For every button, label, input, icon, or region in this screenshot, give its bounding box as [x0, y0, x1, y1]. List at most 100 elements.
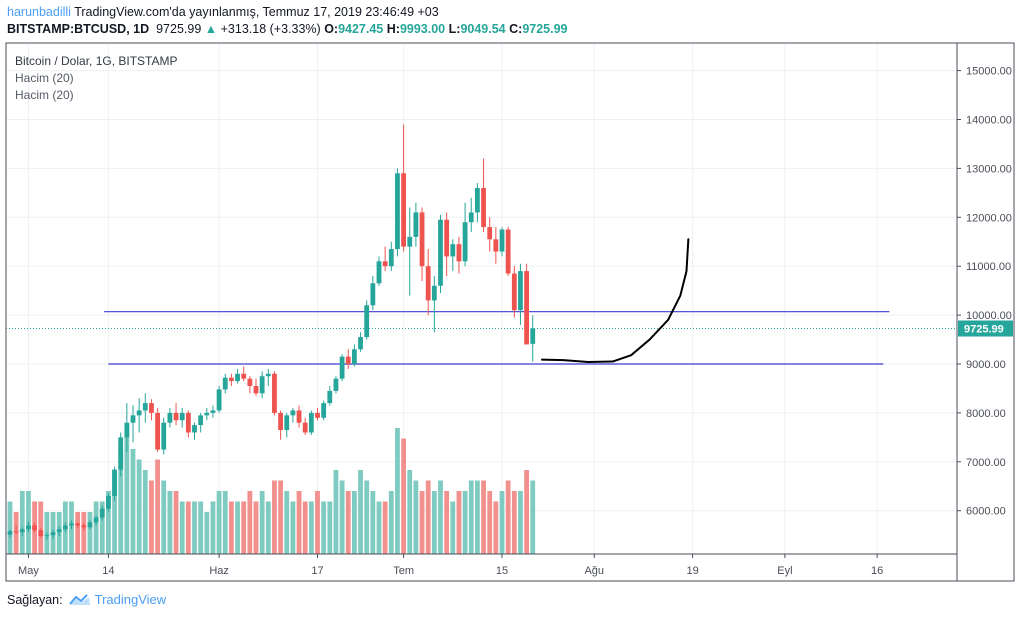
candle-body	[26, 525, 31, 530]
volume-bar	[327, 501, 333, 554]
symbol-label: BITSTAMP:BTCUSD, 1D	[7, 22, 150, 36]
candle-body	[284, 415, 290, 431]
volume-bar	[204, 512, 210, 554]
y-tick-label: 10000.00	[966, 310, 1012, 322]
candle-body	[333, 378, 339, 391]
volume-bar	[431, 491, 437, 554]
candle-body	[444, 219, 450, 257]
candle-body	[315, 412, 320, 418]
volume-bar	[493, 501, 499, 554]
candle-body	[142, 403, 148, 411]
candle-body	[185, 412, 191, 433]
volume-bar	[499, 491, 505, 554]
volume-bar	[124, 428, 130, 554]
volume-bar	[38, 501, 44, 554]
author-name[interactable]: harunbadilli	[7, 5, 71, 19]
volume-bar	[155, 459, 160, 554]
candle-body	[302, 422, 308, 433]
y-tick-label: 12000.00	[966, 212, 1012, 224]
volume-bar	[302, 501, 308, 554]
volume-bar	[395, 428, 400, 554]
candle-body	[155, 412, 160, 450]
candle-body	[425, 266, 431, 301]
candle-body	[112, 469, 117, 497]
candle-body	[210, 410, 216, 413]
candle-body	[62, 525, 68, 530]
open-value: 9427.45	[338, 22, 384, 36]
volume-bar	[413, 480, 419, 554]
x-tick-label: May	[18, 565, 39, 577]
candle-body	[401, 173, 406, 247]
freehand-drawing	[540, 238, 690, 364]
candle-body	[38, 530, 44, 537]
candle-body	[450, 244, 456, 257]
volume-bar	[450, 501, 456, 554]
publish-info: harunbadilli TradingView.com'da yayınlan…	[7, 5, 439, 19]
tradingview-link[interactable]: TradingView	[94, 592, 167, 607]
volume-bar	[106, 491, 111, 554]
candle-body	[149, 403, 154, 413]
candle-body	[44, 535, 50, 537]
symbol-quote: BITSTAMP:BTCUSD, 1D 9725.99 ▲ +313.18 (+…	[7, 22, 568, 36]
candle-body	[69, 523, 74, 526]
candle-body	[456, 244, 462, 262]
volume-bar	[185, 501, 191, 554]
volume-bar	[524, 470, 529, 554]
footer: Sağlayan: TradingView	[7, 592, 166, 607]
volume-bar	[247, 491, 253, 554]
low-label: L:	[448, 22, 461, 36]
volume-bar	[142, 470, 148, 554]
y-tick-label: 8000.00	[966, 408, 1006, 420]
close-label: C:	[509, 22, 523, 36]
chart-title: Bitcoin / Dolar, 1G, BITSTAMP	[15, 54, 178, 68]
candle-body	[192, 425, 197, 433]
volume-bar	[487, 491, 493, 554]
candle-body	[87, 522, 93, 528]
candle-body	[308, 412, 314, 433]
volume-bar	[235, 501, 240, 554]
volume-bar	[118, 449, 124, 554]
axes[interactable]: 6000.00 7000.00 8000.00 9000.00 10000.00 1100…	[18, 66, 1013, 577]
volume-bar	[99, 501, 105, 554]
candle-body	[278, 412, 283, 431]
candle-body	[50, 532, 56, 536]
volume-bar	[112, 470, 117, 554]
last-price-badge-label: 9725.99	[964, 323, 1004, 335]
candle-body	[93, 517, 99, 523]
horizontal-lines[interactable]	[6, 311, 957, 365]
candle-body	[493, 239, 499, 252]
y-tick-label: 9000.00	[966, 359, 1006, 371]
volume-legend-2: Hacim (20)	[15, 88, 74, 102]
candle-body	[259, 376, 265, 394]
volume-bar	[93, 501, 99, 554]
y-tick-label: 14000.00	[966, 115, 1012, 127]
candle-body	[290, 410, 296, 416]
volume-bar	[530, 480, 536, 554]
candle-body	[56, 529, 62, 533]
volume-bar	[7, 501, 13, 554]
candle-body	[468, 212, 474, 223]
candle-body	[462, 222, 468, 262]
candle-body	[161, 422, 167, 450]
candle-body	[505, 229, 511, 274]
volume-bar	[339, 480, 345, 554]
volume-bar	[253, 501, 259, 554]
low-value: 9049.54	[460, 22, 506, 36]
volume-bar	[456, 491, 462, 554]
volume-bar	[284, 491, 290, 554]
volume-bars	[7, 428, 536, 554]
candle-body	[81, 525, 87, 528]
volume-bar	[333, 470, 339, 554]
candle-body	[345, 356, 351, 364]
footer-label: Sağlayan:	[7, 592, 63, 607]
volume-bar	[229, 501, 234, 554]
up-arrow-icon: ▲	[204, 22, 218, 36]
drawings[interactable]	[540, 238, 690, 364]
candle-body	[229, 377, 234, 382]
candle-body	[167, 412, 173, 423]
x-tick-label: Tem	[393, 565, 414, 577]
volume-bar	[81, 512, 87, 554]
candle-body	[413, 212, 419, 237]
volume-bar	[505, 480, 511, 554]
